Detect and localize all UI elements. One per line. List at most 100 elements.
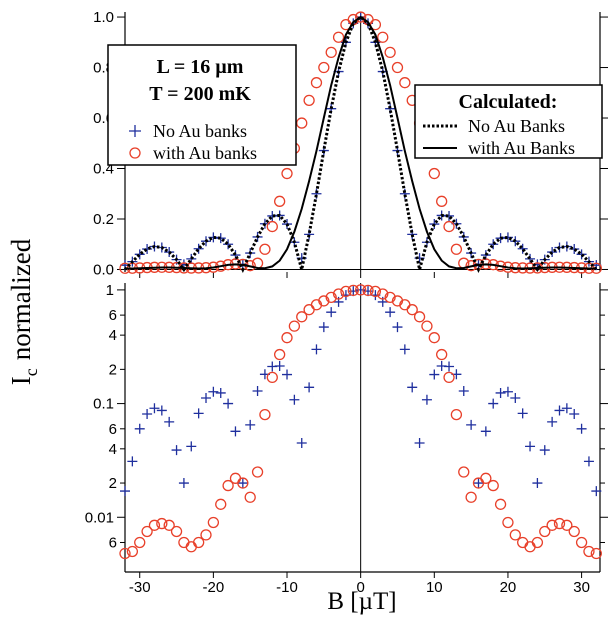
point bbox=[185, 541, 197, 553]
point bbox=[391, 61, 404, 74]
point bbox=[421, 394, 432, 405]
point bbox=[266, 371, 278, 384]
point bbox=[245, 419, 256, 430]
point bbox=[149, 403, 160, 414]
y-tick-label: 0.0 bbox=[93, 261, 114, 278]
point bbox=[259, 243, 271, 255]
point bbox=[348, 286, 359, 297]
annotation: T = 200 mK bbox=[149, 83, 251, 105]
point bbox=[171, 445, 182, 456]
point bbox=[281, 167, 293, 180]
point bbox=[436, 348, 448, 361]
point bbox=[591, 486, 602, 497]
annotation: L = 16 µm bbox=[157, 56, 244, 78]
point bbox=[170, 525, 183, 538]
point bbox=[583, 456, 594, 467]
point bbox=[384, 291, 396, 303]
point bbox=[525, 253, 536, 264]
point bbox=[539, 525, 551, 538]
point bbox=[554, 405, 565, 416]
y-axis-label: Ic normalized bbox=[6, 238, 41, 385]
point bbox=[458, 466, 470, 478]
y-tick-label: 0.2 bbox=[93, 211, 114, 228]
point bbox=[223, 239, 234, 250]
point bbox=[465, 491, 477, 503]
point bbox=[318, 322, 329, 333]
point bbox=[450, 408, 463, 421]
point bbox=[288, 320, 301, 332]
point bbox=[193, 243, 204, 254]
x-tick-label: 30 bbox=[573, 579, 590, 596]
point bbox=[148, 519, 161, 531]
point bbox=[406, 304, 418, 316]
point bbox=[186, 441, 197, 452]
point bbox=[414, 438, 425, 449]
y-tick-label: 6 bbox=[109, 421, 117, 438]
point bbox=[215, 387, 226, 398]
point bbox=[296, 438, 307, 449]
point bbox=[583, 545, 595, 558]
point bbox=[369, 285, 382, 298]
point bbox=[385, 307, 396, 318]
point bbox=[509, 529, 521, 541]
point bbox=[303, 304, 315, 316]
legend-label: No Au Banks bbox=[468, 116, 565, 136]
x-tick-label: 20 bbox=[500, 579, 517, 596]
point bbox=[274, 195, 286, 207]
point bbox=[310, 77, 323, 89]
point bbox=[488, 239, 499, 250]
legend-label: with Au banks bbox=[153, 143, 257, 163]
point bbox=[215, 233, 226, 244]
point bbox=[201, 392, 212, 403]
point bbox=[546, 519, 558, 531]
point bbox=[377, 31, 389, 43]
y-tick-label: 4 bbox=[109, 327, 117, 344]
point bbox=[392, 322, 403, 333]
point bbox=[266, 220, 278, 233]
point bbox=[355, 284, 366, 295]
point bbox=[517, 408, 528, 419]
point bbox=[156, 517, 168, 530]
point bbox=[237, 478, 248, 489]
point bbox=[355, 284, 367, 296]
point bbox=[347, 284, 359, 297]
point bbox=[178, 536, 190, 549]
point bbox=[494, 498, 507, 510]
point bbox=[119, 547, 131, 560]
point bbox=[274, 361, 285, 372]
point bbox=[524, 541, 536, 553]
point bbox=[495, 387, 506, 398]
point bbox=[502, 386, 513, 397]
y-tick-label: 6 bbox=[109, 534, 117, 551]
point bbox=[163, 519, 175, 531]
point bbox=[429, 219, 440, 230]
point bbox=[480, 426, 491, 437]
y-label-rest: normalized bbox=[6, 238, 36, 360]
point bbox=[208, 386, 219, 397]
point bbox=[384, 46, 396, 59]
legend-marker bbox=[129, 147, 141, 159]
x-tick-label: -30 bbox=[129, 579, 151, 596]
x-axis-label: B [µT] bbox=[327, 588, 396, 615]
point bbox=[473, 478, 484, 489]
point bbox=[502, 232, 513, 243]
point bbox=[532, 478, 543, 489]
point bbox=[547, 416, 558, 427]
point bbox=[207, 516, 220, 529]
y-tick-label: 2 bbox=[109, 475, 117, 492]
x-tick-label: 0 bbox=[356, 579, 364, 596]
y-tick-label: 1 bbox=[106, 282, 114, 299]
point bbox=[289, 394, 300, 405]
y-tick-label: 0.01 bbox=[85, 509, 114, 526]
point bbox=[576, 423, 587, 434]
point bbox=[539, 445, 550, 456]
point bbox=[325, 46, 337, 59]
point bbox=[229, 472, 242, 484]
legend-label: No Au banks bbox=[153, 121, 247, 141]
point bbox=[186, 253, 197, 264]
point bbox=[251, 466, 264, 478]
point bbox=[304, 382, 315, 393]
point bbox=[127, 456, 138, 467]
y-tick-label: 2 bbox=[109, 361, 117, 378]
